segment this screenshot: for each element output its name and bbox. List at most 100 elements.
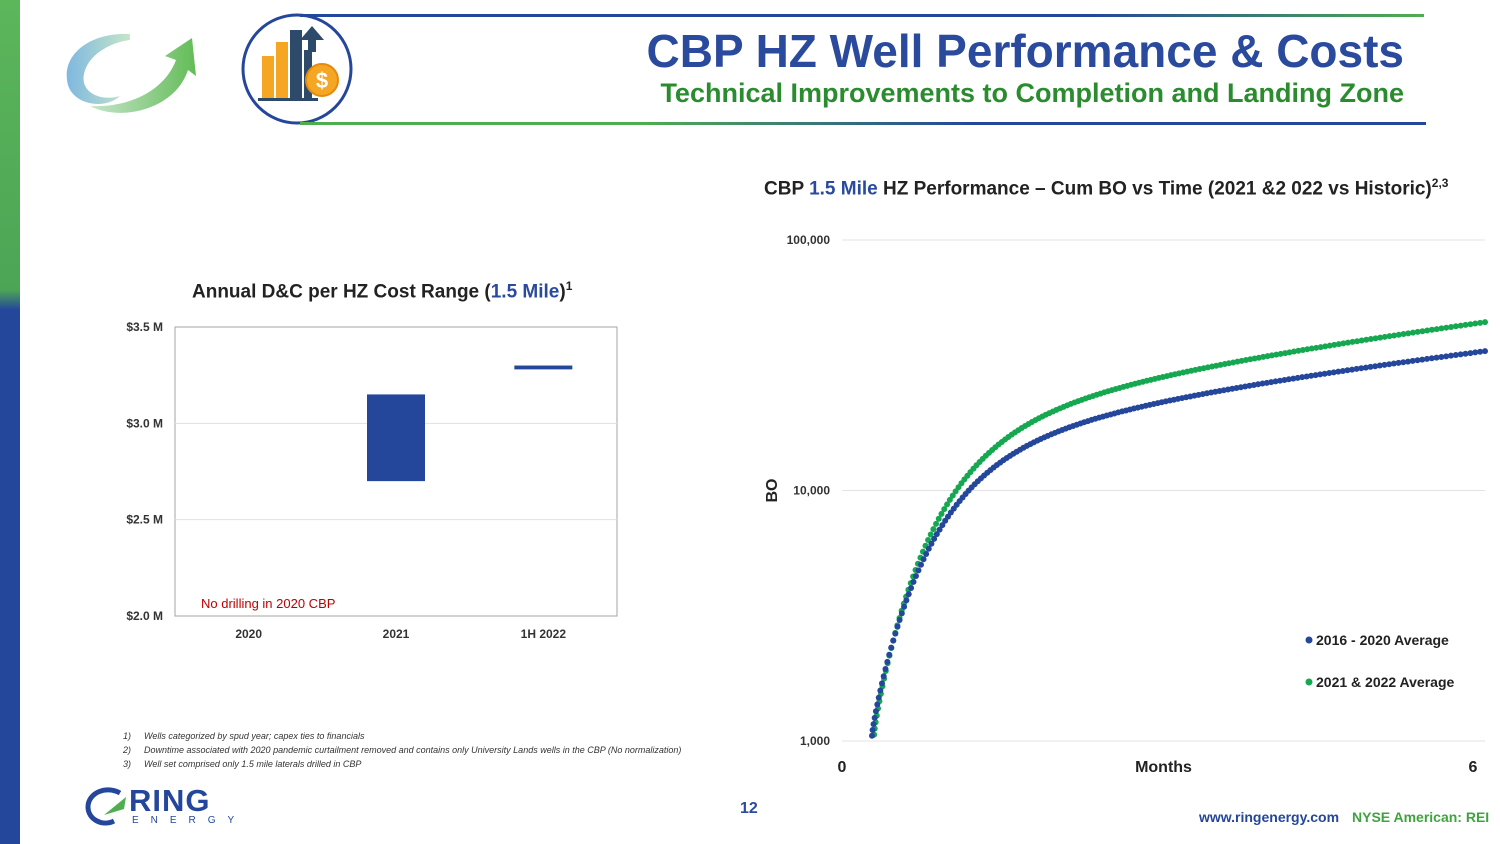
page-title: CBP HZ Well Performance & Costs	[646, 25, 1405, 77]
data-point	[1322, 343, 1329, 350]
data-point	[874, 701, 881, 708]
data-point	[1303, 373, 1310, 380]
data-point	[869, 727, 876, 734]
footnotes: 1) Wells categorized by spud year; capex …	[123, 729, 681, 771]
cost-x-tick-label: 2021	[383, 627, 410, 641]
data-point	[1330, 369, 1337, 376]
ring-logo-icon	[85, 787, 126, 826]
data-point	[1457, 322, 1464, 329]
cost-x-tick-label: 2020	[235, 627, 262, 641]
legend-label: 2021 & 2022 Average	[1316, 674, 1454, 690]
data-point	[1452, 323, 1459, 330]
data-point	[892, 630, 899, 637]
data-point	[1367, 336, 1374, 343]
performance-chart-title: CBP 1.5 Mile HZ Performance – Cum BO vs …	[764, 176, 1448, 200]
data-point	[912, 573, 919, 580]
data-point	[894, 623, 901, 630]
data-point	[903, 597, 910, 604]
data-point	[1339, 367, 1346, 374]
circular-arrow-logo-icon	[66, 33, 196, 113]
cost-title-suffix: )	[559, 281, 566, 303]
data-point	[1433, 354, 1440, 361]
data-point	[875, 694, 882, 701]
data-point	[1443, 324, 1450, 331]
perf-title-prefix: CBP	[764, 178, 810, 200]
data-point	[884, 658, 891, 665]
data-point	[1308, 345, 1315, 352]
data-point	[1467, 321, 1474, 328]
perf-x-tick-label: 6	[1469, 759, 1478, 776]
data-point	[938, 510, 945, 517]
data-point	[1286, 349, 1293, 356]
data-point	[896, 616, 903, 623]
data-point	[869, 732, 876, 739]
data-point	[1317, 371, 1324, 378]
data-point	[1354, 338, 1361, 345]
data-point	[1409, 329, 1416, 336]
legend-label: 2016 - 2020 Average	[1316, 632, 1449, 648]
data-point	[1358, 365, 1365, 372]
perf-x-tick-label: 0	[838, 759, 847, 776]
page-number: 12	[740, 800, 758, 817]
legend-marker	[1305, 636, 1313, 644]
data-point	[1482, 319, 1488, 326]
data-point	[1290, 348, 1297, 355]
data-point	[927, 531, 934, 538]
data-point	[1376, 362, 1383, 369]
cost-title-sup: 1	[565, 279, 573, 293]
data-point	[946, 496, 953, 503]
website-link[interactable]: www.ringenergy.com	[1199, 809, 1340, 825]
data-point	[1428, 326, 1435, 333]
data-point	[1282, 350, 1289, 357]
data-point	[1344, 367, 1351, 374]
data-point	[1331, 341, 1338, 348]
data-point	[1457, 351, 1464, 358]
data-point	[888, 644, 895, 651]
data-point	[1276, 377, 1283, 384]
data-point	[941, 506, 948, 513]
data-point	[1395, 359, 1402, 366]
series-0-points	[869, 348, 1488, 739]
data-point	[933, 520, 940, 527]
data-point	[871, 714, 878, 721]
data-point	[1405, 330, 1412, 337]
data-point	[928, 540, 935, 547]
data-point	[1419, 356, 1426, 363]
footnote-3: 3) Well set comprised only 1.5 mile later…	[123, 759, 362, 769]
data-point	[1304, 346, 1311, 353]
data-point	[1281, 376, 1288, 383]
data-point	[1299, 374, 1306, 381]
perf-y-tick-label: 1,000	[800, 734, 830, 748]
data-point	[1326, 370, 1333, 377]
cost-y-tick-label: $3.0 M	[126, 416, 163, 430]
perf-y-tick-label: 100,000	[787, 233, 831, 247]
data-point	[1467, 350, 1474, 357]
data-point	[1299, 347, 1306, 354]
data-point	[1313, 344, 1320, 351]
data-point	[1308, 372, 1315, 379]
cost-range-bar	[514, 365, 573, 370]
data-point	[1294, 374, 1301, 381]
perf-title-suffix: HZ Performance – Cum BO vs Time (2021 &2…	[877, 178, 1432, 200]
data-point	[870, 721, 877, 728]
data-point	[1448, 323, 1455, 330]
data-point	[1372, 363, 1379, 370]
data-point	[1312, 372, 1319, 379]
data-point	[1404, 358, 1411, 365]
data-point	[1482, 348, 1488, 355]
data-point	[942, 517, 949, 524]
cum-bo-chart: 100,000 10,000 1,000 0 6 Months BO 2016 - 2020 …	[764, 233, 1488, 776]
perf-y-tick-label: 10,000	[793, 484, 830, 498]
data-point	[1447, 352, 1454, 359]
data-point	[1285, 376, 1292, 383]
data-point	[936, 526, 943, 533]
data-point	[1390, 360, 1397, 367]
data-point	[1295, 347, 1302, 354]
perf-y-axis-label: BO	[764, 479, 781, 503]
data-point	[1414, 328, 1421, 335]
no-drilling-annotation: No drilling in 2020 CBP	[201, 596, 335, 611]
header-rule-top	[300, 14, 1424, 17]
data-point	[1344, 339, 1351, 346]
data-point	[1349, 338, 1356, 345]
data-point	[930, 526, 937, 533]
